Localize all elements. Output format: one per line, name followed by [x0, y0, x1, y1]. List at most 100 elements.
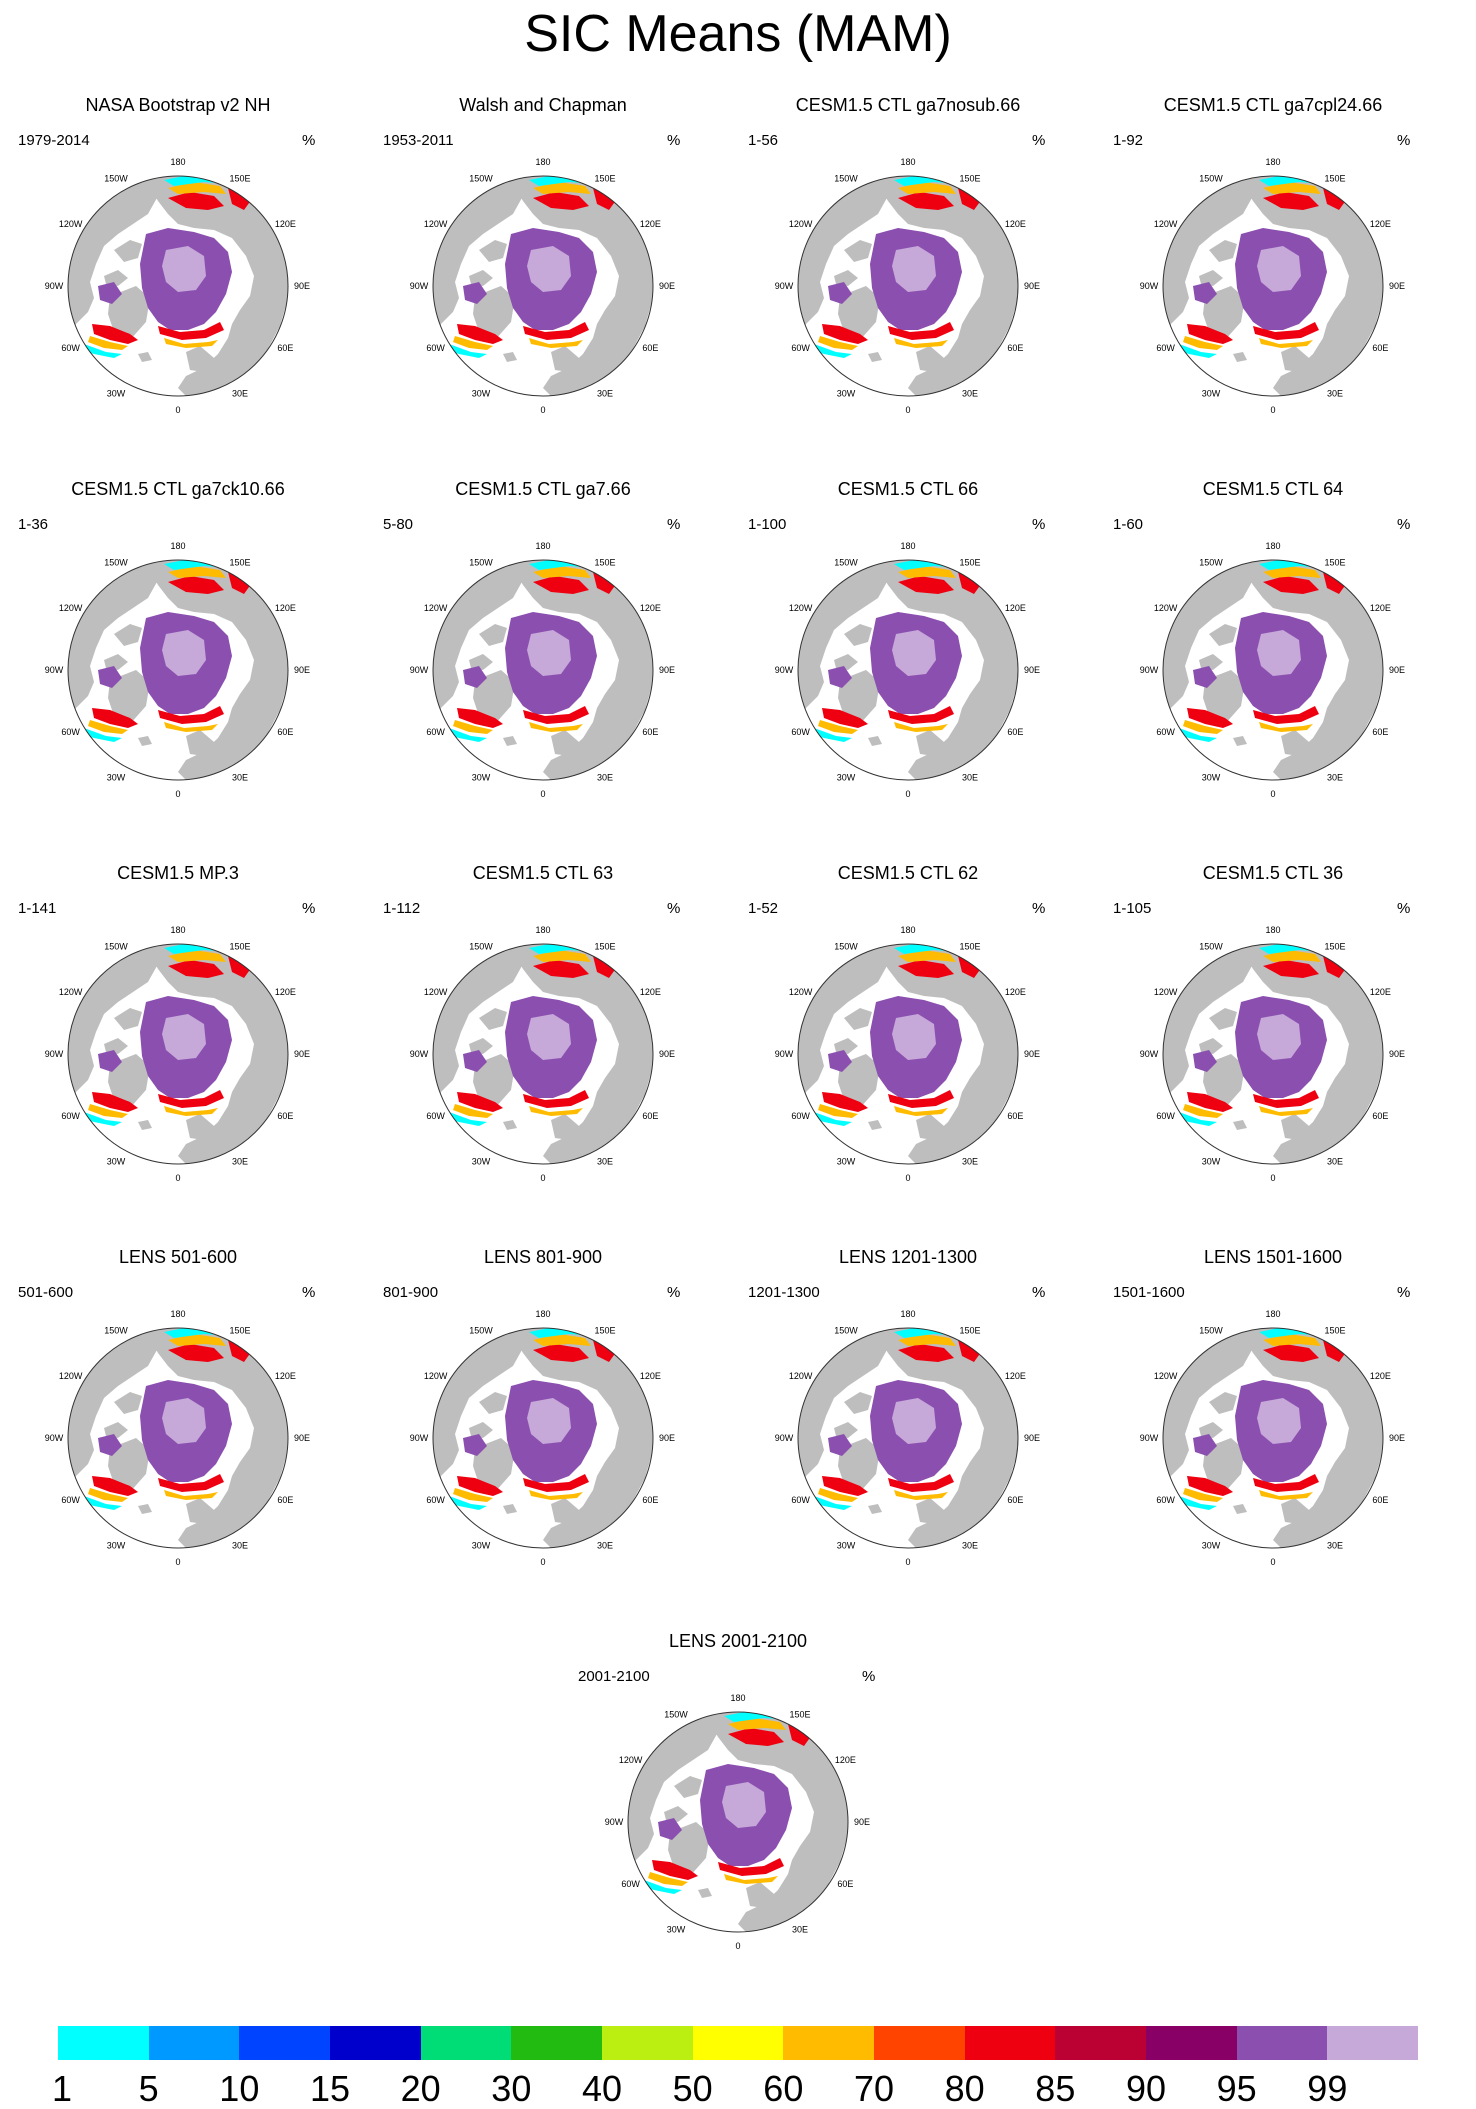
longitude-label: 90W — [410, 665, 429, 675]
longitude-label: 180 — [170, 157, 185, 167]
longitude-label: 30W — [107, 772, 126, 782]
longitude-label: 60E — [277, 343, 293, 353]
colorbar-swatch — [1055, 2026, 1146, 2060]
longitude-label: 180 — [535, 157, 550, 167]
longitude-label: 30E — [597, 1156, 613, 1166]
longitude-label: 150W — [834, 558, 858, 568]
longitude-label: 60E — [1372, 343, 1388, 353]
colorbar-swatch — [421, 2026, 512, 2060]
longitude-label: 60E — [837, 1879, 853, 1889]
longitude-label: 0 — [540, 789, 545, 799]
longitude-label: 60E — [642, 1495, 658, 1505]
longitude-label: 90W — [45, 1049, 64, 1059]
longitude-label: 120W — [789, 987, 813, 997]
longitude-label: 120W — [424, 1371, 448, 1381]
longitude-label: 120W — [1154, 1371, 1178, 1381]
panel-title: LENS 1501-1600 — [1113, 1246, 1433, 1268]
longitude-label: 180 — [170, 1309, 185, 1319]
longitude-label: 60E — [1007, 727, 1023, 737]
colorbar-swatch — [239, 2026, 330, 2060]
longitude-label: 90E — [659, 281, 675, 291]
longitude-label: 150E — [229, 942, 250, 952]
longitude-label: 120E — [835, 1755, 856, 1765]
longitude-label: 150W — [1199, 558, 1223, 568]
longitude-label: 30E — [1327, 1156, 1343, 1166]
longitude-label: 60E — [1372, 1495, 1388, 1505]
longitude-label: 0 — [1270, 1173, 1275, 1183]
panel-title: LENS 1201-1300 — [748, 1246, 1068, 1268]
longitude-label: 30W — [107, 1540, 126, 1550]
longitude-label: 180 — [1265, 1309, 1280, 1319]
polar-stereographic-map: 180 150E 120E 90E 60E 30E 0 30W 60W 90W 120W 150W — [1113, 510, 1433, 830]
longitude-label: 150E — [1324, 558, 1345, 568]
colorbar-label: 80 — [945, 2070, 985, 2108]
longitude-label: 30W — [837, 772, 856, 782]
longitude-label: 60W — [61, 343, 80, 353]
longitude-label: 30W — [1202, 1540, 1221, 1550]
colorbar-label: 15 — [310, 2070, 350, 2108]
longitude-label: 0 — [905, 789, 910, 799]
longitude-label: 30W — [472, 388, 491, 398]
polar-stereographic-map: 180 150E 120E 90E 60E 30E 0 30W 60W 90W 120W 150W — [1113, 894, 1433, 1214]
longitude-label: 180 — [535, 541, 550, 551]
longitude-label: 60W — [426, 343, 445, 353]
longitude-label: 0 — [175, 1557, 180, 1567]
longitude-label: 30E — [232, 772, 248, 782]
longitude-label: 90E — [1389, 665, 1405, 675]
panel-title: Walsh and Chapman — [383, 94, 703, 116]
longitude-label: 90W — [45, 1433, 64, 1443]
longitude-label: 60E — [1372, 1111, 1388, 1121]
longitude-label: 60E — [1007, 343, 1023, 353]
map-panel: CESM1.5 CTL ga7nosub.66 1-56% 180 150E 120E 9… — [748, 94, 1068, 434]
colorbar-swatch — [693, 2026, 784, 2060]
longitude-label: 60W — [1156, 727, 1175, 737]
panel-title: CESM1.5 CTL 36 — [1113, 862, 1433, 884]
longitude-label: 120E — [1005, 987, 1026, 997]
polar-stereographic-map: 180 150E 120E 90E 60E 30E 0 30W 60W 90W 120W 150W — [18, 1278, 338, 1598]
longitude-label: 150W — [1199, 942, 1223, 952]
longitude-label: 0 — [175, 405, 180, 415]
map-panel: LENS 1501-1600 1501-1600% 180 150E 120E 90E 60… — [1113, 1246, 1433, 1586]
longitude-label: 30E — [1327, 388, 1343, 398]
colorbar-label: 50 — [673, 2070, 713, 2108]
map-panel: LENS 501-600 501-600% 180 150E 120E 90E 60E 30E… — [18, 1246, 338, 1586]
longitude-label: 180 — [170, 925, 185, 935]
longitude-label: 30E — [597, 772, 613, 782]
polar-stereographic-map: 180 150E 120E 90E 60E 30E 0 30W 60W 90W 120W 150W — [748, 894, 1068, 1214]
longitude-label: 60W — [791, 1495, 810, 1505]
colorbar-label: 99 — [1307, 2070, 1347, 2108]
longitude-label: 120E — [640, 987, 661, 997]
longitude-label: 30W — [107, 1156, 126, 1166]
longitude-label: 150W — [834, 1326, 858, 1336]
longitude-label: 180 — [900, 157, 915, 167]
longitude-label: 90E — [294, 281, 310, 291]
longitude-label: 60E — [642, 727, 658, 737]
longitude-label: 150W — [834, 942, 858, 952]
longitude-label: 90W — [410, 1433, 429, 1443]
colorbar-label: 30 — [491, 2070, 531, 2108]
longitude-label: 150E — [229, 174, 250, 184]
map-panel: CESM1.5 CTL ga7ck10.66 1-36 180 150E 120E 90E… — [18, 478, 338, 818]
longitude-label: 30E — [597, 1540, 613, 1550]
longitude-label: 150W — [1199, 174, 1223, 184]
longitude-label: 150E — [594, 558, 615, 568]
colorbar-swatch — [149, 2026, 240, 2060]
panel-title: CESM1.5 MP.3 — [18, 862, 338, 884]
longitude-label: 30W — [107, 388, 126, 398]
longitude-label: 120W — [59, 1371, 83, 1381]
longitude-label: 90W — [1140, 1433, 1159, 1443]
longitude-label: 30E — [792, 1924, 808, 1934]
longitude-label: 60E — [642, 1111, 658, 1121]
longitude-label: 60E — [1007, 1111, 1023, 1121]
colorbar-swatch — [874, 2026, 965, 2060]
longitude-label: 60E — [277, 727, 293, 737]
longitude-label: 60W — [1156, 343, 1175, 353]
map-panel: CESM1.5 CTL ga7.66 5-80% 180 150E 120E 90E 60E… — [383, 478, 703, 818]
panel-title: CESM1.5 CTL ga7nosub.66 — [748, 94, 1068, 116]
longitude-label: 90W — [775, 1049, 794, 1059]
longitude-label: 120E — [275, 1371, 296, 1381]
colorbar-swatch — [511, 2026, 602, 2060]
polar-stereographic-map: 180 150E 120E 90E 60E 30E 0 30W 60W 90W 120W 150W — [1113, 1278, 1433, 1598]
longitude-label: 60W — [621, 1879, 640, 1889]
longitude-label: 30E — [232, 1540, 248, 1550]
